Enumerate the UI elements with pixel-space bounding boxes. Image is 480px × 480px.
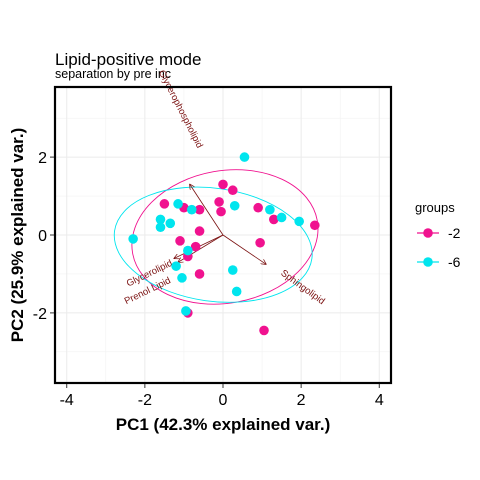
axis-ticks: -4 -2 0 2 4 -2 0 2 xyxy=(33,150,384,409)
data-point-group--2 xyxy=(194,204,205,215)
x-tick-label: 2 xyxy=(297,392,306,409)
data-point-group--6 xyxy=(239,152,250,162)
data-point-group--2 xyxy=(159,199,170,209)
data-point-group--2 xyxy=(253,202,263,213)
data-point-group--2 xyxy=(255,237,265,248)
data-point-group--6 xyxy=(165,218,176,229)
x-tick-label: -2 xyxy=(138,392,152,409)
group-ellipses xyxy=(113,169,319,305)
data-point-group--6 xyxy=(227,265,238,275)
x-tick-label: -4 xyxy=(60,392,74,409)
data-point-group--6 xyxy=(181,306,191,316)
x-axis-title: PC1 (42.3% explained var.) xyxy=(116,415,331,434)
data-point-group--2 xyxy=(190,241,201,252)
data-point-group--2 xyxy=(214,197,224,207)
grid xyxy=(55,87,391,383)
data-point-group--2 xyxy=(227,185,238,196)
data-point-group--6 xyxy=(231,286,242,297)
x-tick-label: 0 xyxy=(219,392,228,409)
y-tick-label: -2 xyxy=(33,306,47,323)
data-point-group--6 xyxy=(229,200,240,211)
legend-label: -6 xyxy=(448,254,461,270)
data-point-group--2 xyxy=(268,214,279,225)
data-point-group--2 xyxy=(194,269,205,279)
ellipse-group--6 xyxy=(113,186,313,303)
legend-key-point xyxy=(423,228,433,238)
data-point-group--6 xyxy=(128,234,138,244)
chart-subtitle: separation by pre inc xyxy=(55,67,171,81)
data-point-group--6 xyxy=(186,204,197,215)
data-point-group--6 xyxy=(177,273,187,283)
y-tick-label: 2 xyxy=(38,150,47,167)
data-points xyxy=(128,152,320,336)
plot-panel-border xyxy=(53,85,393,385)
chart-title: Lipid-positive mode xyxy=(55,50,201,69)
data-point-group--6 xyxy=(276,212,287,223)
data-point-group--6 xyxy=(171,261,181,271)
y-axis-title: PC2 (25.9% explained var.) xyxy=(8,128,27,343)
data-point-group--6 xyxy=(155,214,166,225)
data-point-group--6 xyxy=(155,222,166,233)
legend: groups -2 -6 xyxy=(415,200,461,270)
data-point-group--6 xyxy=(265,204,275,215)
data-point-group--2 xyxy=(216,206,226,217)
x-tick-label: 4 xyxy=(375,392,384,409)
loading-arrow xyxy=(190,184,224,236)
data-point-group--2 xyxy=(218,179,228,190)
legend-title: groups xyxy=(415,200,455,215)
data-point-group--6 xyxy=(183,245,193,256)
data-point-group--2 xyxy=(310,220,320,231)
data-point-group--6 xyxy=(294,216,304,227)
data-point-group--2 xyxy=(194,226,205,236)
y-tick-label: 0 xyxy=(38,228,47,245)
data-point-group--2 xyxy=(259,325,269,336)
loading-label: Glycerophospholipid xyxy=(156,68,205,150)
legend-label: -2 xyxy=(448,225,461,241)
loading-arrow xyxy=(222,234,266,264)
legend-key-point xyxy=(423,257,433,267)
data-point-group--6 xyxy=(173,199,183,209)
data-point-group--2 xyxy=(175,236,185,246)
